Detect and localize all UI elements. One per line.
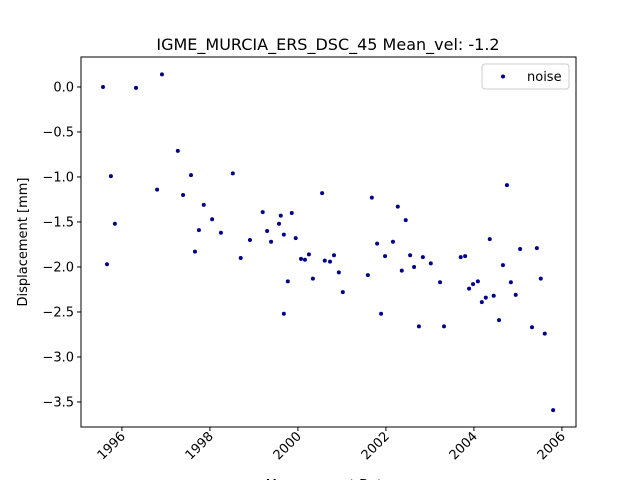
y-tick-label: −0.5 xyxy=(42,125,74,140)
point xyxy=(155,187,160,192)
point xyxy=(281,311,286,316)
y-tick-label: −3.5 xyxy=(42,395,74,410)
point xyxy=(369,195,374,200)
point xyxy=(328,259,333,264)
x-tick-label: 2006 xyxy=(535,429,569,463)
y-axis-label: Displacement [mm] xyxy=(16,178,31,307)
point xyxy=(365,273,370,278)
legend-marker xyxy=(501,74,505,79)
point xyxy=(310,276,315,281)
point xyxy=(265,228,270,233)
point xyxy=(285,279,290,284)
point xyxy=(293,236,298,241)
y-tick-label: −2.0 xyxy=(42,260,74,275)
point xyxy=(260,210,265,215)
x-tick-label: 2000 xyxy=(271,429,305,463)
point xyxy=(471,282,476,287)
point xyxy=(299,256,303,261)
point xyxy=(278,213,283,218)
point xyxy=(192,249,197,254)
chart-title: IGME_MURCIA_ERS_DSC_45 Mean_vel: -1.2 xyxy=(156,35,499,55)
point xyxy=(332,253,336,258)
point xyxy=(483,295,488,300)
point xyxy=(475,279,480,284)
point xyxy=(508,280,513,285)
point xyxy=(542,331,547,336)
point xyxy=(289,210,294,215)
point xyxy=(467,286,472,291)
point xyxy=(530,325,534,330)
point xyxy=(463,254,468,259)
point xyxy=(230,171,235,176)
x-tick-label: 2002 xyxy=(359,429,393,463)
point xyxy=(442,324,446,329)
point xyxy=(306,252,311,257)
point xyxy=(201,202,206,207)
point xyxy=(302,257,307,262)
point xyxy=(238,255,243,260)
y-tick-label: −2.5 xyxy=(42,305,74,320)
y-tick-label: 0.0 xyxy=(53,80,74,95)
point xyxy=(497,318,501,323)
point xyxy=(513,292,518,297)
point xyxy=(159,72,164,77)
point xyxy=(438,280,443,285)
point xyxy=(189,173,193,178)
point xyxy=(538,276,543,281)
point xyxy=(458,255,463,260)
point xyxy=(395,204,400,209)
point xyxy=(277,221,281,226)
point xyxy=(412,264,417,269)
point xyxy=(336,270,341,275)
point xyxy=(487,237,492,242)
point xyxy=(247,237,252,242)
point xyxy=(479,300,484,305)
y-tick-label: −1.5 xyxy=(42,215,74,230)
plot-frame xyxy=(80,56,577,428)
point xyxy=(218,230,223,235)
point xyxy=(491,293,496,298)
legend: noise xyxy=(481,63,570,90)
point xyxy=(175,148,180,153)
point xyxy=(383,254,388,259)
point xyxy=(379,311,384,316)
x-tick-label: 1996 xyxy=(95,429,129,463)
point xyxy=(390,239,395,244)
point xyxy=(269,239,274,244)
point xyxy=(340,290,345,295)
point xyxy=(403,218,408,223)
point xyxy=(408,253,413,258)
point xyxy=(322,258,327,263)
y-tick-label: −1.0 xyxy=(42,170,74,185)
point xyxy=(399,268,404,273)
point xyxy=(518,246,523,251)
point xyxy=(428,261,433,266)
point xyxy=(134,85,138,90)
point xyxy=(281,232,286,237)
point xyxy=(181,192,186,197)
legend-label: noise xyxy=(527,70,562,85)
x-axis-label: Measurement Date xyxy=(266,478,390,480)
point xyxy=(504,183,509,188)
point xyxy=(534,246,539,251)
y-tick-label: −3.0 xyxy=(42,350,74,365)
point xyxy=(101,84,105,89)
point xyxy=(104,262,109,267)
x-tick-label: 1998 xyxy=(183,429,217,463)
x-tick-label: 2004 xyxy=(447,429,481,463)
point xyxy=(420,255,425,260)
legend-box xyxy=(481,63,570,90)
point xyxy=(108,174,113,179)
point xyxy=(500,263,505,268)
point xyxy=(416,324,421,329)
point xyxy=(112,221,117,226)
point xyxy=(375,241,380,246)
point xyxy=(320,191,325,196)
point xyxy=(551,408,556,413)
point xyxy=(210,217,215,222)
point xyxy=(196,228,201,233)
